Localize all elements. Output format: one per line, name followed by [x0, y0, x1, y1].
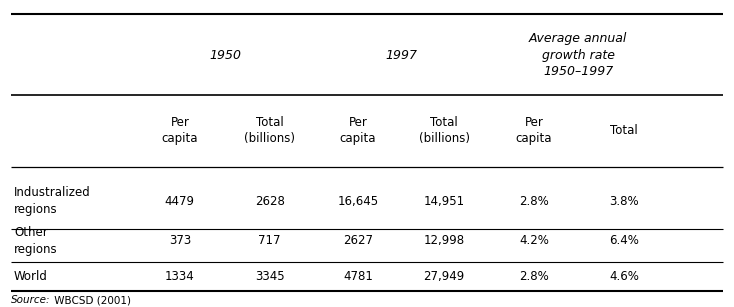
- Text: Other
regions: Other regions: [14, 226, 57, 256]
- Text: 2.8%: 2.8%: [519, 270, 549, 283]
- Text: 4.6%: 4.6%: [609, 270, 639, 283]
- Text: 27,949: 27,949: [424, 270, 465, 283]
- Text: Source:: Source:: [11, 295, 51, 305]
- Text: 373: 373: [169, 235, 191, 247]
- Text: 1997: 1997: [386, 49, 418, 62]
- Text: 2628: 2628: [255, 195, 285, 208]
- Text: Industralized
regions: Industralized regions: [14, 186, 91, 216]
- Text: 717: 717: [258, 235, 281, 247]
- Text: Total
(billions): Total (billions): [418, 116, 470, 145]
- Text: World: World: [14, 270, 48, 283]
- Text: Per
capita: Per capita: [516, 116, 552, 145]
- Text: 12,998: 12,998: [424, 235, 465, 247]
- Text: Per
capita: Per capita: [161, 116, 198, 145]
- Text: Average annual
growth rate
1950–1997: Average annual growth rate 1950–1997: [528, 32, 628, 78]
- Text: Total
(billions): Total (billions): [244, 116, 295, 145]
- Text: 4479: 4479: [165, 195, 195, 208]
- Text: Total: Total: [610, 124, 638, 137]
- Text: 1334: 1334: [165, 270, 195, 283]
- Text: 4.2%: 4.2%: [519, 235, 549, 247]
- Text: 3345: 3345: [255, 270, 285, 283]
- Text: 4781: 4781: [343, 270, 373, 283]
- Text: 3.8%: 3.8%: [609, 195, 639, 208]
- Text: 14,951: 14,951: [424, 195, 465, 208]
- Text: 1950: 1950: [210, 49, 241, 62]
- Text: WBCSD (2001): WBCSD (2001): [51, 295, 131, 305]
- Text: 6.4%: 6.4%: [609, 235, 639, 247]
- Text: 2627: 2627: [343, 235, 373, 247]
- Text: Per
capita: Per capita: [340, 116, 376, 145]
- Text: 2.8%: 2.8%: [519, 195, 549, 208]
- Text: 16,645: 16,645: [337, 195, 379, 208]
